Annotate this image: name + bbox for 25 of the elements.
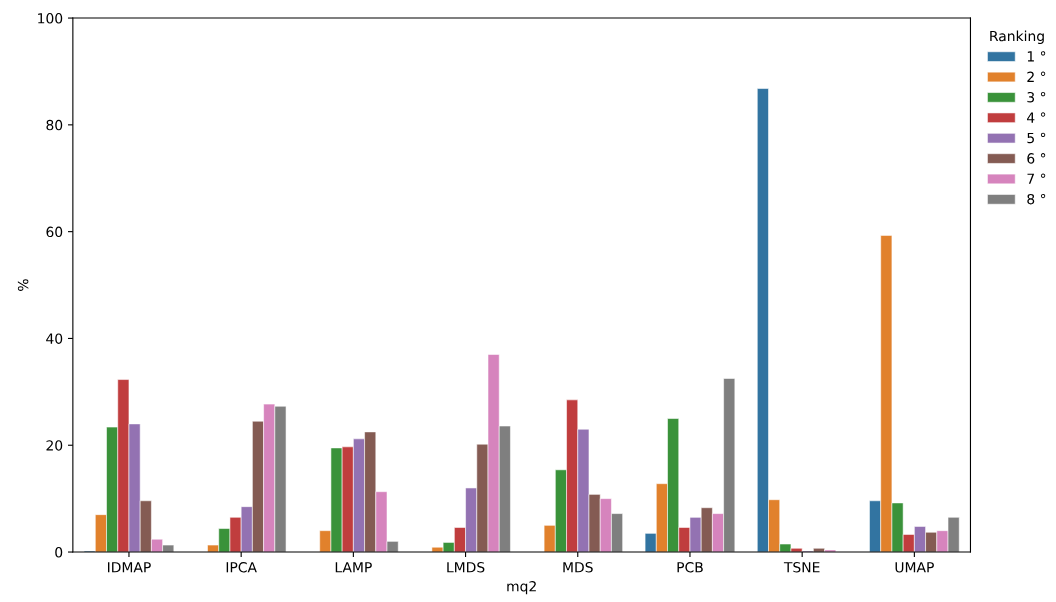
x-axis-title: mq2: [507, 581, 536, 595]
legend-label: 4 °: [1027, 112, 1046, 123]
legend-label: 7 °: [1027, 173, 1046, 184]
legend-label: 6 °: [1027, 153, 1046, 164]
y-tick-label: 0: [55, 547, 63, 558]
x-tick-label: IPCA: [226, 562, 257, 573]
y-tick-label: 60: [46, 226, 63, 238]
y-tick-label: 20: [46, 440, 63, 451]
x-tick-label: PCB: [677, 562, 703, 573]
x-tick-label: LMDS: [447, 562, 485, 573]
x-tick-label: LAMP: [335, 562, 372, 573]
y-tick-label: 100: [38, 13, 63, 24]
y-axis-title: %: [17, 279, 29, 291]
legend-label: 1 °: [1027, 51, 1046, 62]
y-tick-label: 80: [46, 119, 63, 131]
legend-label: 8 °: [1027, 193, 1046, 205]
legend-title: Ranking: [990, 30, 1044, 44]
y-tick-label: 40: [46, 333, 63, 344]
x-tick-label: TSNE: [783, 562, 820, 573]
x-tick-label: MDS: [563, 562, 593, 573]
legend-label: 3 °: [1027, 91, 1046, 103]
x-tick-label: IDMAP: [108, 562, 151, 573]
x-tick-label: UMAP: [895, 562, 934, 573]
legend-label: 2 °: [1027, 71, 1046, 82]
legend-label: 5 °: [1027, 132, 1046, 144]
